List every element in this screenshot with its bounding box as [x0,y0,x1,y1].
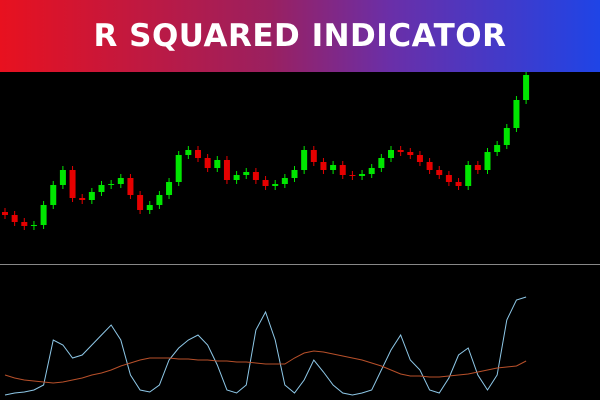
candle-body [416,155,423,162]
candle-body [388,150,394,158]
chart-title: R SQUARED INDICATOR [93,18,507,54]
candle-body [455,182,462,186]
candle-body [175,155,182,182]
candle-body [137,195,144,210]
candle-body [233,175,240,180]
candle-body [79,198,86,200]
candle-body [195,150,201,158]
candle-body [50,185,57,205]
candle-body [503,128,510,145]
candle-body [349,175,356,176]
candle-body [108,184,115,185]
candle-body [436,170,443,175]
candle-body [330,165,337,170]
candle-body [359,174,366,176]
candle-body [378,158,385,168]
candle-body [127,178,134,195]
candle-body [2,212,8,215]
candle-body [474,165,481,170]
title-banner: R SQUARED INDICATOR [0,0,600,72]
candle-body [281,178,288,184]
candle-body [156,195,163,205]
candle-body [166,182,173,195]
candle-body [301,150,308,170]
indicator-line [4,296,527,396]
candle-body [272,184,279,186]
candle-body [339,165,346,175]
candle-body [407,152,414,155]
candle-body [88,192,95,200]
candle-body [243,172,250,175]
candle-body [204,158,211,168]
candle-body [310,150,317,162]
candle-body [11,215,18,222]
candle-body [40,205,47,225]
candle-body [21,222,28,226]
candle-body [146,205,153,210]
candle-body [465,165,472,186]
candle-body [523,75,530,100]
candle-body [484,152,491,170]
candle-body [185,150,192,155]
candle-body [117,178,124,184]
candle-body [494,145,501,152]
candle-body [223,160,230,180]
candle-body [445,175,452,182]
candle-body [252,172,259,180]
candle-body [98,185,105,192]
candle-body [368,168,375,174]
candle-body [262,180,269,186]
candle-body [397,150,404,152]
candle-body [214,160,221,168]
candle-body [69,170,76,198]
candle-body [513,100,520,128]
candle-body [291,170,298,178]
indicator-line [4,350,527,384]
candle-body [59,170,66,185]
candle-body [30,225,37,226]
candle-body [320,162,327,170]
candle-body [426,162,433,170]
